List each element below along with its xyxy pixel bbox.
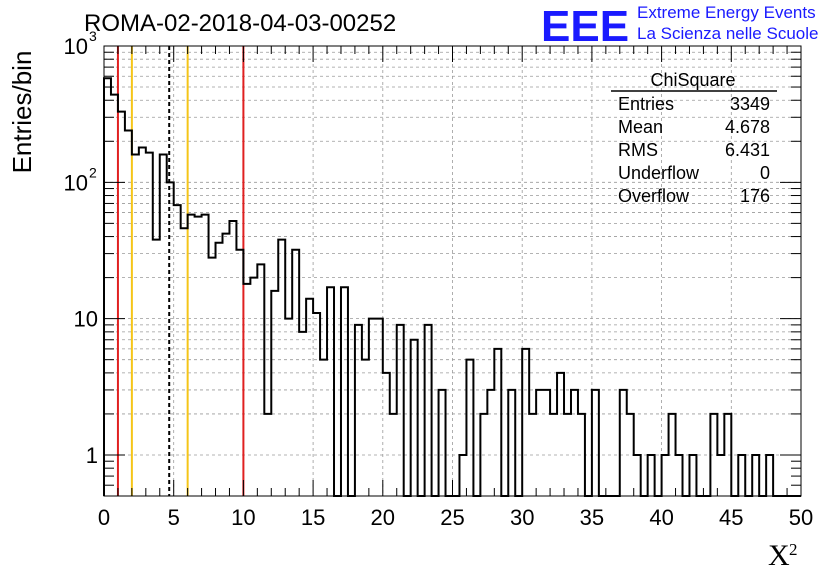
x-tick-label: 30 — [510, 505, 534, 530]
grid-lines — [104, 46, 801, 496]
logo-line-1: Extreme Energy Events — [637, 3, 816, 22]
vertical-marker-lines — [116, 46, 245, 496]
logo-eee-text: EEE — [541, 2, 629, 51]
stats-row-label: Mean — [618, 117, 663, 137]
y-tick-label-exponent: 2 — [89, 164, 97, 180]
stats-row-label: Entries — [618, 94, 674, 114]
x-tick-labels: 0 5 10 15 20 25 30 35 40 45 50 — [98, 505, 813, 530]
chart-title: ROMA-02-2018-04-03-00252 — [84, 10, 396, 37]
y-tick-label: 1 — [86, 443, 98, 468]
x-axis-label-text: X — [768, 539, 790, 572]
x-tick-label: 10 — [231, 505, 255, 530]
stats-row-label: Underflow — [618, 163, 700, 183]
x-tick-label: 25 — [440, 505, 464, 530]
histogram-outline — [103, 77, 801, 497]
x-tick-label: 40 — [649, 505, 673, 530]
axis-ticks — [103, 45, 802, 497]
logo-line-2: La Scienza nelle Scuole — [637, 24, 818, 43]
x-tick-label: 5 — [168, 505, 180, 530]
x-tick-label: 50 — [789, 505, 813, 530]
x-tick-label: 35 — [580, 505, 604, 530]
stats-row-label: RMS — [618, 140, 658, 160]
x-tick-label: 45 — [719, 505, 743, 530]
y-tick-label-exponent: 3 — [89, 28, 97, 44]
stats-row-value: 4.678 — [725, 117, 770, 137]
x-axis-label-superscript: 2 — [789, 540, 798, 559]
stats-row-value: 6.431 — [725, 140, 770, 160]
eee-logo: EEE Extreme Energy Events La Scienza nel… — [541, 2, 818, 51]
x-tick-label: 15 — [301, 505, 325, 530]
y-tick-label: 10 — [64, 34, 88, 59]
histogram-bins — [103, 77, 801, 497]
stats-row-value: 176 — [740, 186, 770, 206]
stats-row-value: 3349 — [730, 94, 770, 114]
stats-row-label: Overflow — [618, 186, 690, 206]
y-axis-label: Entries/bin — [7, 51, 37, 174]
stats-box: ChiSquare Entries 3349 Mean 4.678 RMS 6.431 Un… — [611, 70, 777, 206]
x-tick-label: 20 — [371, 505, 395, 530]
stats-title: ChiSquare — [650, 70, 735, 90]
stats-row-value: 0 — [760, 163, 770, 183]
x-axis-label: X 2 — [768, 539, 798, 572]
x-tick-label: 0 — [98, 505, 110, 530]
y-tick-label: 10 — [64, 170, 88, 195]
y-tick-label: 10 — [74, 307, 98, 332]
